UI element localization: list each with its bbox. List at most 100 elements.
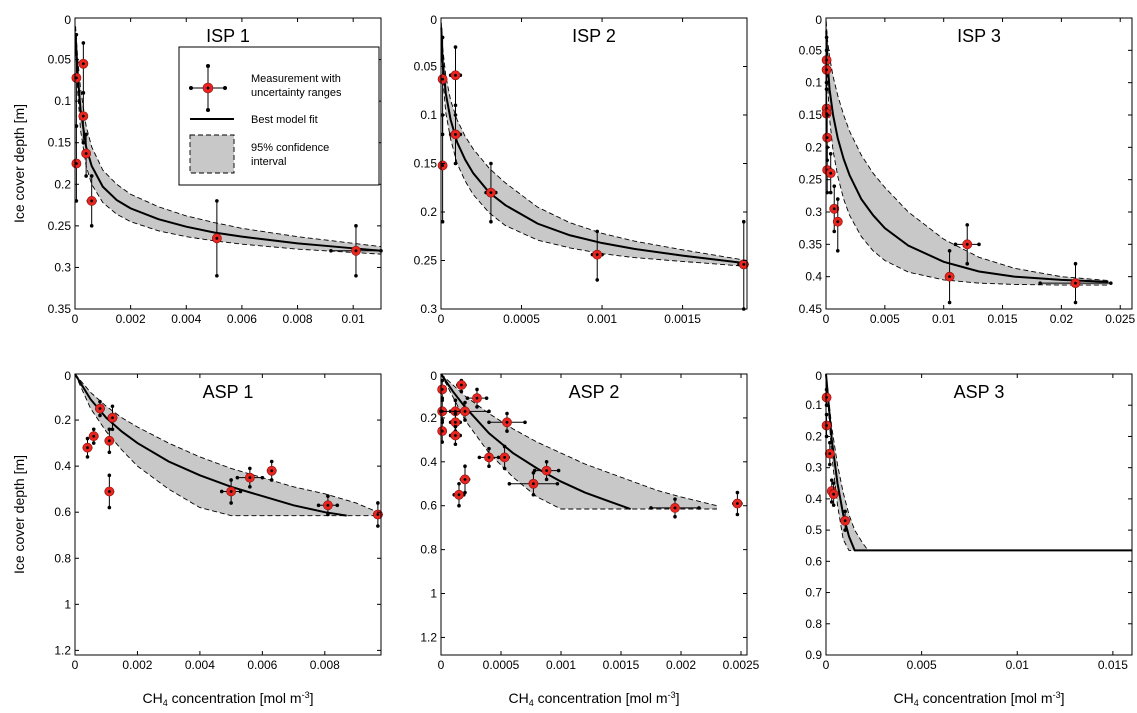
error-bar-end (953, 242, 958, 247)
axes-box (825, 17, 1133, 310)
confidence-upper-bound (74, 373, 378, 517)
y-tick-label: 0.6 (54, 505, 71, 519)
y-tick-label: 0.8 (805, 617, 822, 631)
x-tick-label: 0 (438, 312, 445, 326)
measurement-center (270, 469, 274, 473)
error-bar-end (248, 485, 252, 489)
measurement-point (487, 411, 527, 433)
panel-title: ISP 1 (206, 26, 250, 46)
error-bar-end (828, 440, 832, 445)
measurement-center (457, 493, 461, 497)
confidence-lower-bound (74, 373, 379, 513)
measurement-point (104, 473, 115, 510)
error-bar-end (84, 174, 88, 178)
x-tick-label: 0.015 (1098, 658, 1128, 672)
y-tick-label: 0.25 (414, 254, 438, 268)
measurement-point (71, 32, 82, 128)
error-bar-end (475, 387, 479, 392)
y-tick-label: 0 (64, 13, 71, 27)
y-tick-label: 0.1 (54, 94, 71, 108)
error-bar-end (502, 466, 507, 471)
error-bar-end (376, 501, 380, 505)
measurement-point (737, 219, 749, 311)
error-bar-end (824, 87, 829, 91)
error-bar-end (523, 420, 527, 425)
y-tick-label: 1.2 (420, 630, 437, 644)
y-tick-label: 0.6 (420, 499, 437, 513)
y-tick-label: 0.15 (799, 108, 823, 122)
y-tick-label: 1 (64, 597, 71, 611)
chart-panel-4: 0 0.002 0.004 0.006 0.008 0 0.2 0.4 0.6 0.8 1 1.2 AS… (11, 369, 383, 708)
error-bar-end (487, 446, 491, 451)
measurement-center (86, 446, 89, 450)
error-bar-end (843, 509, 847, 514)
y-tick-label: 0.05 (48, 53, 72, 67)
measurement-center (489, 191, 493, 195)
x-tick-label: 0 (823, 658, 830, 672)
measurement-center (463, 477, 467, 481)
chart-panel-3: 0 0.005 0.01 0.015 0.02 0.025 0 0.05 0.1 0.15 0.2 0… (799, 13, 1136, 326)
error-bar-end (595, 278, 600, 282)
measurement-center (832, 492, 836, 496)
measurement-point (507, 470, 560, 497)
measurement-center (107, 439, 111, 443)
error-bar-end (505, 429, 509, 433)
error-bar-end (89, 174, 94, 178)
x-tick-label: 0 (72, 658, 79, 672)
error-bar-end (831, 503, 836, 507)
y-tick-label: 0.45 (799, 302, 823, 316)
measurement-point (456, 378, 467, 394)
measurement-center (505, 420, 509, 424)
confidence-lower-bound (440, 373, 718, 507)
error-bar-end (1073, 300, 1078, 305)
measurement-point (329, 224, 383, 278)
y-tick-label: 0.1 (805, 76, 822, 90)
measurement-point (732, 490, 743, 517)
x-tick-label: 0.01 (932, 312, 956, 326)
best-fit-line (825, 30, 1109, 283)
error-bar-end (532, 468, 537, 473)
error-bar-end (965, 223, 970, 227)
error-bar-end (824, 412, 829, 417)
measurement-center (454, 73, 457, 77)
error-bar-end (463, 490, 467, 495)
measurement-center (487, 456, 491, 459)
error-bar-end (248, 466, 252, 471)
axes-box (74, 373, 382, 656)
measurement-center (92, 434, 96, 438)
measurement-center (829, 171, 833, 175)
measurement-point (832, 197, 843, 253)
measurement-center (454, 133, 457, 136)
error-bar-end (107, 427, 112, 432)
y-tick-label: 0.15 (48, 136, 72, 150)
error-bar-end (544, 477, 549, 482)
error-bar-end (335, 503, 340, 508)
measurement-point (840, 509, 851, 532)
measurement-point (82, 436, 93, 459)
error-bar-end (98, 413, 102, 418)
measurement-point (95, 399, 105, 418)
measurement-center (1074, 281, 1077, 285)
x-tick-label: 0.0015 (603, 658, 640, 672)
error-bar-end (440, 219, 445, 224)
measurement-center (463, 409, 467, 413)
error-bar-end (107, 473, 112, 478)
error-bar-end (453, 161, 458, 166)
x-tick-label: 0.01 (1006, 658, 1030, 672)
error-bar-end (453, 424, 458, 429)
measurement-center (354, 249, 358, 253)
error-bar-end (326, 494, 330, 498)
measurement-point (825, 152, 836, 195)
error-bar-end (459, 389, 464, 394)
measurement-point (439, 400, 491, 422)
y-axis-label: Ice cover depth [m] (11, 104, 27, 223)
x-tick-label: 0 (823, 312, 830, 326)
error-bar-end (487, 420, 491, 425)
error-bar-end (595, 229, 600, 234)
error-bar-end (329, 249, 333, 253)
y-tick-label: 0.4 (805, 492, 822, 506)
legend-symbol-end (206, 64, 210, 68)
axes-box (440, 17, 748, 310)
error-bar-end (835, 197, 840, 201)
y-tick-label: 0.8 (420, 543, 437, 557)
